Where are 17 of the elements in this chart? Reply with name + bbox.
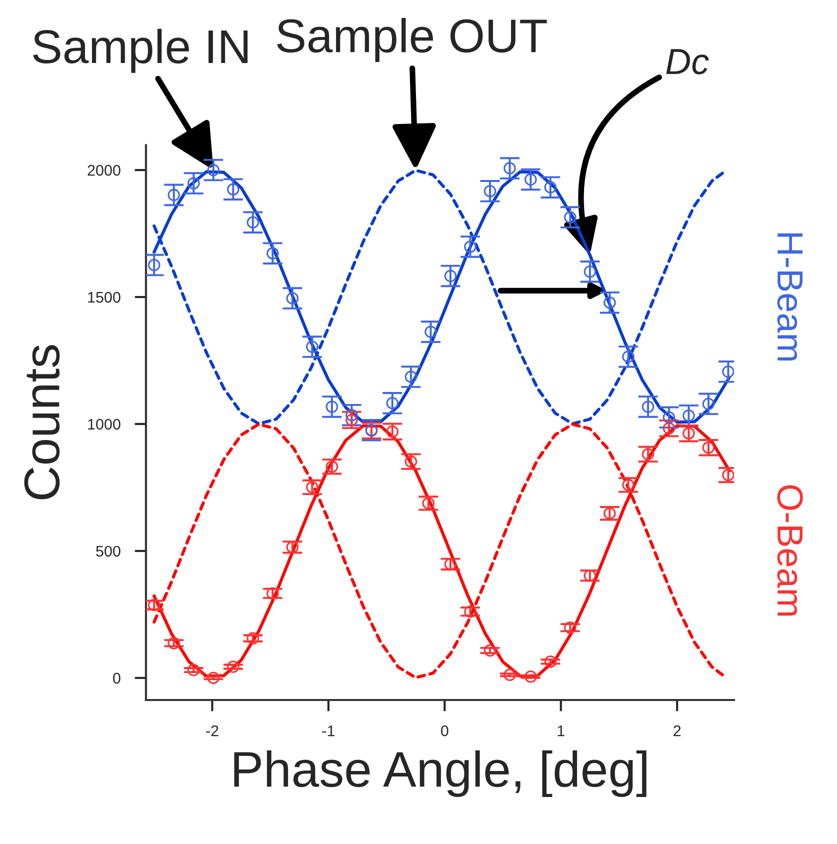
x-tick-label: 0 (441, 725, 448, 736)
annotation: Sample IN (33, 28, 248, 73)
x-tick-label: -1 (322, 726, 334, 736)
annotation: Dc (666, 49, 709, 74)
x-tick-label: 2 (674, 725, 681, 736)
y-tick-label: 0 (113, 672, 120, 684)
y-tick-label: 1000 (88, 418, 120, 430)
x-tick-label: 1 (558, 726, 564, 736)
x-tick-label: -2 (206, 725, 218, 736)
y-axis-title: Counts (24, 345, 60, 500)
text: O-Beam (777, 485, 803, 616)
y-tick-label: 500 (96, 546, 120, 557)
y-tick-label: 2000 (88, 164, 120, 176)
y-tick-label: 1500 (88, 292, 120, 303)
annotation: Sample OUT (277, 18, 547, 62)
x-axis-title: Phase Angle, [deg] (234, 750, 646, 797)
text: H-Beam (777, 233, 802, 360)
